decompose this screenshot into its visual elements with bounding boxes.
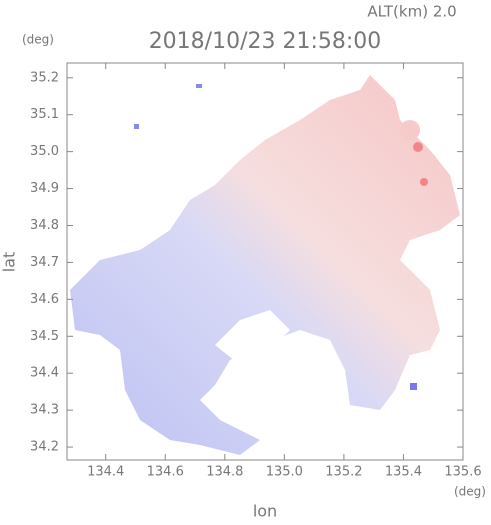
x-tick-label: 135.4 bbox=[385, 465, 422, 480]
chart-title: 2018/10/23 21:58:00 bbox=[149, 29, 382, 54]
y-tick-label: 34.8 bbox=[30, 218, 59, 233]
y-tick-label: 34.6 bbox=[30, 292, 59, 307]
gap bbox=[300, 350, 340, 395]
y-tick-label: 35.1 bbox=[30, 107, 59, 122]
x-tick-label: 135.2 bbox=[325, 465, 362, 480]
y-tick-label: 35.2 bbox=[30, 70, 59, 85]
x-tick-label: 135.0 bbox=[266, 465, 303, 480]
echo-spot bbox=[420, 178, 428, 186]
y-tick-label: 35.0 bbox=[30, 144, 59, 159]
x-axis-label: lon bbox=[253, 502, 277, 521]
x-tick-label: 134.4 bbox=[87, 465, 124, 480]
echo-field bbox=[70, 75, 460, 455]
y-tick-label: 34.2 bbox=[30, 440, 59, 455]
y-tick-label: 34.5 bbox=[30, 329, 59, 344]
y-axis-label: lat bbox=[0, 252, 19, 273]
y-unit: (deg) bbox=[22, 33, 54, 47]
plot-frame bbox=[66, 62, 464, 461]
echo-spot bbox=[413, 142, 423, 152]
echo-spot bbox=[134, 124, 139, 129]
y-tick-label: 34.9 bbox=[30, 181, 59, 196]
y-tick-label: 34.3 bbox=[30, 403, 59, 418]
x-tick-label: 134.8 bbox=[206, 465, 243, 480]
gap bbox=[215, 310, 290, 365]
echo-spot bbox=[410, 383, 417, 390]
x-tick-label: 134.6 bbox=[147, 465, 184, 480]
x-tick-label: 135.6 bbox=[444, 465, 481, 480]
x-unit: (deg) bbox=[454, 485, 486, 499]
y-tick-label: 34.7 bbox=[30, 255, 59, 270]
altitude: ALT(km) 2.0 bbox=[367, 3, 456, 21]
echo-region bbox=[70, 75, 460, 455]
echo-spot bbox=[400, 120, 420, 140]
y-tick-label: 34.4 bbox=[30, 366, 59, 381]
echo-spot bbox=[196, 84, 202, 88]
